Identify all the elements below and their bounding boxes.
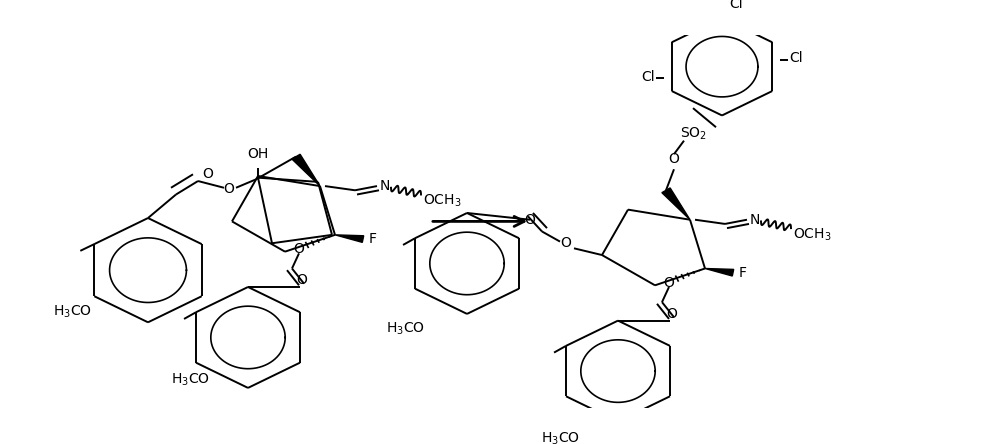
Text: Cl: Cl <box>789 51 802 65</box>
Text: O: O <box>669 152 680 166</box>
Text: Cl: Cl <box>730 0 743 12</box>
Text: N: N <box>749 213 760 227</box>
Text: H$_3$CO: H$_3$CO <box>385 321 424 337</box>
Text: Cl: Cl <box>641 70 655 84</box>
Text: F: F <box>739 266 747 280</box>
Text: O: O <box>525 213 536 227</box>
Text: O: O <box>561 236 572 250</box>
Text: OCH$_3$: OCH$_3$ <box>792 226 831 243</box>
Text: OH: OH <box>248 147 268 161</box>
Polygon shape <box>291 154 320 186</box>
Text: H$_3$CO: H$_3$CO <box>541 430 580 444</box>
Text: O: O <box>203 167 214 181</box>
Polygon shape <box>705 269 734 276</box>
Text: O: O <box>293 242 304 256</box>
Text: SO$_2$: SO$_2$ <box>681 126 708 142</box>
Text: O: O <box>667 307 678 321</box>
Text: H$_3$CO: H$_3$CO <box>171 371 210 388</box>
Text: H$_3$CO: H$_3$CO <box>53 304 92 321</box>
Text: N: N <box>380 179 390 193</box>
Text: O: O <box>224 182 235 196</box>
Text: OCH$_3$: OCH$_3$ <box>423 193 461 210</box>
Polygon shape <box>662 188 690 220</box>
Text: O: O <box>664 276 675 290</box>
Text: O: O <box>296 273 307 287</box>
Text: F: F <box>369 232 377 246</box>
Polygon shape <box>335 235 363 242</box>
